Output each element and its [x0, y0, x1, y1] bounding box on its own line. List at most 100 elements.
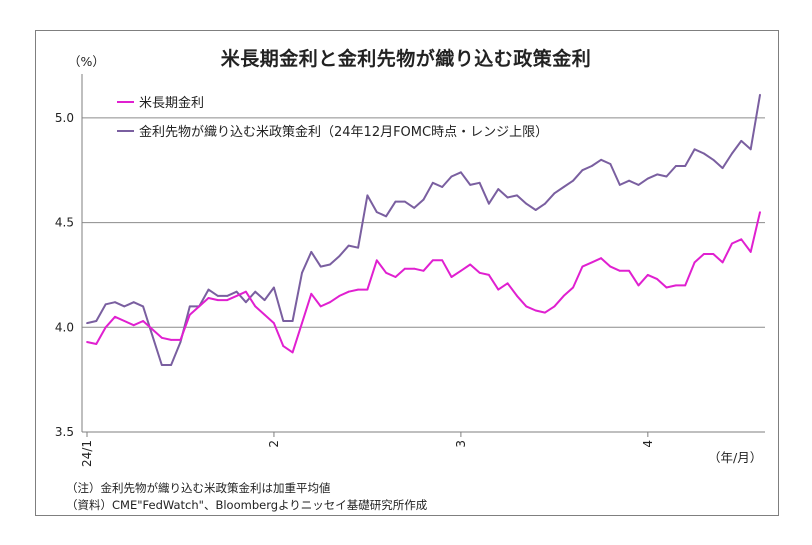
data-point-0 — [450, 276, 453, 278]
data-point-0 — [179, 339, 182, 341]
data-point-0 — [114, 315, 116, 318]
data-point-1 — [132, 301, 135, 304]
data-point-1 — [712, 158, 715, 161]
data-point-1 — [347, 244, 350, 247]
data-point-0 — [590, 261, 593, 264]
data-point-0 — [656, 278, 659, 280]
data-point-0 — [375, 259, 378, 262]
data-point-1 — [572, 179, 574, 182]
data-point-1 — [291, 320, 294, 322]
data-point-1 — [703, 152, 705, 155]
data-point-1 — [478, 181, 481, 184]
data-point-1 — [637, 184, 640, 186]
data-point-0 — [478, 271, 481, 274]
data-point-1 — [245, 301, 247, 304]
data-point-0 — [712, 253, 715, 255]
data-point-1 — [506, 196, 509, 199]
data-point-0 — [207, 297, 210, 299]
data-point-0 — [675, 284, 677, 287]
data-point-0 — [301, 322, 303, 324]
data-point-0 — [151, 328, 154, 331]
x-axis-label: （年/月） — [708, 450, 762, 465]
data-point-1 — [460, 171, 462, 174]
data-point-1 — [310, 251, 313, 253]
data-point-1 — [731, 152, 733, 155]
data-point-0 — [338, 295, 341, 297]
footnote: （注）金利先物が織り込む米政策金利は加重平均値 — [66, 481, 331, 495]
data-point-1 — [142, 305, 145, 308]
legend-label: 米長期金利 — [139, 95, 204, 111]
data-point-0 — [422, 269, 425, 272]
data-point-0 — [516, 295, 518, 297]
data-point-1 — [656, 173, 659, 176]
data-point-1 — [516, 194, 518, 197]
x-tick-label: 4 — [641, 440, 655, 448]
data-point-1 — [721, 167, 724, 170]
data-point-0 — [534, 309, 537, 312]
data-point-0 — [460, 269, 462, 272]
data-point-0 — [497, 288, 500, 291]
data-point-1 — [123, 305, 126, 308]
data-point-1 — [207, 288, 210, 291]
data-point-0 — [235, 295, 238, 297]
data-point-0 — [245, 290, 247, 293]
data-point-1 — [385, 215, 387, 218]
data-point-1 — [329, 263, 331, 266]
data-point-1 — [403, 200, 406, 203]
data-point-0 — [160, 336, 163, 339]
data-point-1 — [525, 202, 528, 205]
x-tick-label: 24/1 — [80, 440, 94, 467]
data-point-0 — [618, 269, 621, 272]
data-point-0 — [665, 286, 668, 289]
axes: 3.5 4.0 4.5 5.0 24/1 2 3 4 — [55, 74, 765, 467]
y-tick-label: 4.5 — [55, 216, 74, 230]
data-point-1 — [693, 148, 696, 151]
data-point-1 — [188, 305, 191, 308]
data-point-0 — [273, 322, 275, 324]
data-point-1 — [581, 169, 584, 172]
legend-label: 金利先物が織り込む米政策金利（24年12月FOMC時点・レンジ上限） — [139, 124, 548, 140]
data-point-1 — [422, 198, 425, 201]
data-point-0 — [403, 267, 406, 270]
y-axis-label: （%） — [68, 54, 105, 69]
data-point-0 — [188, 313, 191, 316]
data-point-1 — [179, 341, 182, 343]
data-point-1 — [497, 188, 500, 191]
data-point-0 — [441, 259, 444, 262]
data-point-1 — [431, 181, 434, 184]
data-point-1 — [217, 295, 219, 297]
data-point-1 — [675, 165, 677, 167]
data-point-0 — [572, 286, 574, 289]
data-point-0 — [684, 284, 687, 287]
data-point-0 — [600, 257, 602, 260]
data-point-0 — [506, 282, 509, 285]
gridlines — [82, 117, 765, 328]
data-point-1 — [665, 175, 668, 178]
data-point-1 — [226, 295, 229, 297]
data-point-0 — [198, 305, 201, 308]
data-point-1 — [600, 158, 602, 161]
data-point-1 — [319, 265, 322, 268]
data-point-0 — [413, 267, 416, 270]
data-point-1 — [646, 177, 649, 180]
data-point-0 — [562, 295, 565, 297]
data-point-1 — [301, 271, 303, 274]
source-note: （資料）CME"FedWatch"、Bloombergよりニッセイ基礎研究所作成 — [66, 498, 428, 512]
data-point-0 — [759, 211, 761, 214]
y-tick-label: 3.5 — [55, 425, 74, 439]
data-point-0 — [263, 313, 266, 316]
data-point-1 — [114, 301, 116, 304]
data-point-0 — [740, 238, 743, 241]
data-point-0 — [86, 341, 88, 343]
data-point-1 — [394, 200, 397, 203]
data-point-1 — [684, 165, 687, 167]
chart-title: 米長期金利と金利先物が織り込む政策金利 — [220, 48, 592, 70]
data-point-0 — [469, 263, 472, 266]
data-point-0 — [104, 326, 107, 329]
data-point-1 — [759, 93, 761, 96]
data-point-1 — [235, 290, 238, 293]
data-point-0 — [431, 259, 434, 262]
data-point-1 — [263, 299, 266, 301]
data-point-0 — [170, 339, 173, 341]
